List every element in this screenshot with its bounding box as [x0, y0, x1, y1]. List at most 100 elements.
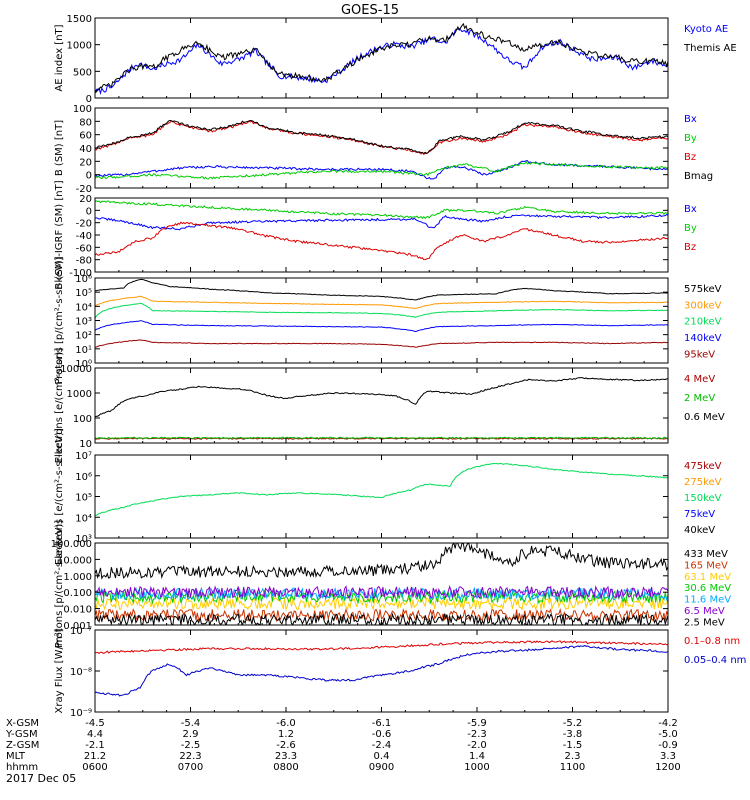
x-tick-label: 1.4: [469, 751, 485, 762]
series-line: [95, 278, 668, 301]
legend-entry: 2.5 MeV: [684, 617, 725, 628]
y-tick-label: 10000: [60, 364, 92, 375]
y-tick-label: 0.100: [63, 588, 92, 599]
y-tick-label: -20: [76, 184, 92, 195]
x-tick-label: -0.9: [658, 740, 678, 751]
x-tick-label: -2.5: [181, 740, 201, 751]
y-tick-label: 0.010: [63, 605, 92, 616]
series-line: [95, 543, 668, 580]
legend-entry: 0.6 MeV: [684, 412, 725, 423]
plot-title: GOES-15: [341, 3, 399, 18]
x-tick-label: 21.2: [84, 751, 106, 762]
x-tick-label: -4.2: [658, 718, 678, 729]
series-line: [95, 552, 668, 553]
x-tick-label: -6.1: [372, 718, 392, 729]
panel-xray: 10⁻⁹ 10⁻⁸ 10⁻⁷ Xray Flux [W/m²] 0.1–0.8 nm 0.…: [54, 626, 746, 719]
series-line: [95, 596, 668, 612]
series-line: [95, 462, 668, 517]
y-tick-label: 0: [86, 206, 92, 217]
y-tick-label: 1000: [67, 389, 92, 400]
y-tick-label: 100: [73, 104, 92, 115]
y-axis-label: B (SM) [nT]: [54, 120, 65, 176]
y-tick-label: 0: [86, 94, 92, 105]
legend-entry: 575keV: [684, 284, 722, 295]
y-axis-label: Protons [p/(cm²-s-sr-keV)]: [54, 520, 65, 648]
y-tick-label: 1000: [67, 41, 92, 52]
x-tick-label: 0600: [82, 762, 107, 773]
legend-entry: Bx: [684, 204, 697, 215]
x-tick-label: -2.3: [467, 729, 487, 740]
y-tick-label: 10⁻⁷: [70, 626, 92, 637]
y-tick-label: 10.000: [57, 555, 92, 566]
x-tick-label: -5.2: [563, 718, 583, 729]
x-tick-label: 1200: [655, 762, 680, 773]
series-line: [95, 552, 668, 553]
x-tick-label: -5.0: [658, 729, 678, 740]
x-tick-label: -3.8: [563, 729, 583, 740]
panel-frame: [94, 197, 669, 273]
series-line: [95, 607, 668, 623]
x-row-label: hhmm: [6, 762, 38, 773]
x-tick-label: 23.3: [275, 751, 297, 762]
legend-entry: 75keV: [684, 509, 715, 520]
series-line: [95, 585, 668, 600]
y-axis-label: B (SM)-IGRF (SM) [nT]: [54, 180, 65, 289]
panel-electrons-diff: 10³ 10⁴ 10⁵ 10⁶ 10⁷ Electrons [e/(cm²-s-sr-ke…: [54, 428, 722, 565]
legend-entry: 4 MeV: [684, 374, 715, 385]
legend-entry: 6.5 MeV: [684, 606, 725, 617]
series-line: [95, 640, 668, 655]
y-tick-label: 0.001: [63, 621, 92, 632]
legend-entry: 140keV: [684, 333, 722, 344]
y-tick-label: 10³: [75, 534, 92, 545]
legend-entry: 475keV: [684, 461, 722, 472]
legend-entry: By: [684, 133, 697, 144]
x-tick-label: -2.6: [276, 740, 296, 751]
x-tick-label: 0700: [178, 762, 203, 773]
legend-entry: Kyoto AE: [684, 24, 728, 35]
y-tick-label: 1500: [67, 14, 92, 25]
x-tick-label: -5.9: [467, 718, 487, 729]
x-tick-label: -6.0: [276, 718, 296, 729]
panel-bsm: -20 0 20 40 60 80 100 B (SM) [nT] Bx By Bz Bmag: [54, 104, 713, 195]
y-tick-label: 1.000: [63, 572, 92, 583]
legend-entry: Bz: [684, 242, 696, 253]
series-line: [95, 320, 668, 333]
legend-entry: 150keV: [684, 493, 722, 504]
panel-frame: [94, 277, 669, 364]
series-line: [95, 160, 668, 180]
legend-entry: By: [684, 223, 697, 234]
series-line: [95, 376, 668, 418]
x-tick-label: 1.2: [278, 729, 294, 740]
x-tick-label: 0.4: [374, 751, 390, 762]
series-line: [95, 119, 668, 154]
x-tick-label: 1100: [560, 762, 585, 773]
series-line: [95, 644, 668, 697]
legend-entry: 0.05–0.4 nm: [684, 655, 746, 666]
legend-entry: 95keV: [684, 349, 715, 360]
y-tick-label: 10⁵: [75, 493, 92, 504]
series-line: [95, 200, 668, 220]
date-label: 2017 Dec 05: [6, 772, 76, 785]
y-tick-label: -80: [76, 256, 92, 267]
y-tick-label: -40: [76, 231, 92, 242]
y-tick-label: 0: [86, 171, 92, 182]
y-tick-label: 100.000: [51, 539, 92, 550]
legend-entry: Bz: [684, 152, 696, 163]
x-tick-label: -5.4: [181, 718, 201, 729]
y-tick-label: 20: [79, 157, 92, 168]
y-tick-label: 60: [79, 131, 92, 142]
x-tick-label: 1000: [464, 762, 489, 773]
x-tick-label: -4.5: [85, 718, 105, 729]
legend-entry: 165 MeV: [684, 560, 728, 571]
y-tick-label: 10⁴: [75, 513, 92, 524]
legend-entry: 433 MeV: [684, 549, 728, 560]
legend-entry: 2 MeV: [684, 393, 715, 404]
series-line: [95, 22, 668, 93]
y-tick-label: 10⁵: [75, 288, 92, 299]
y-tick-label: 500: [73, 67, 92, 78]
y-tick-label: 10: [79, 439, 92, 450]
series-line: [95, 221, 668, 261]
